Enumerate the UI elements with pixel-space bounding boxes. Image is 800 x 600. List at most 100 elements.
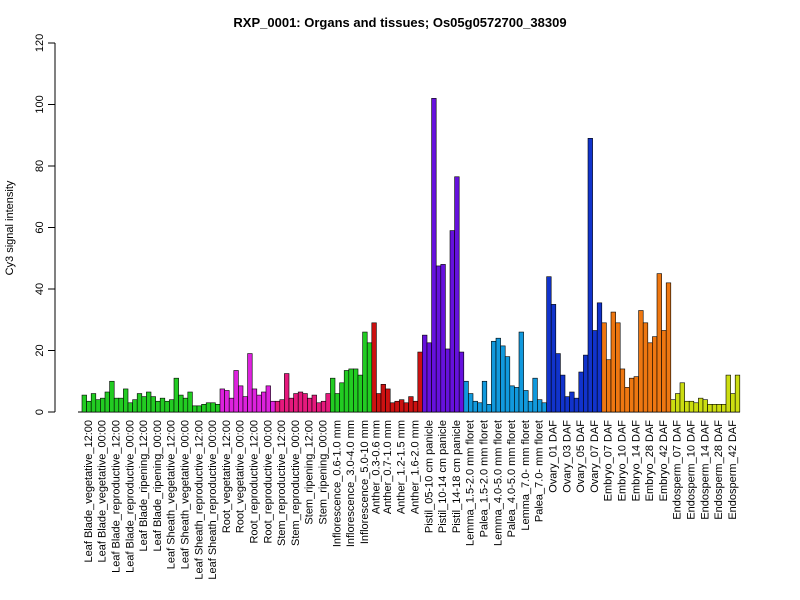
bar: [569, 391, 575, 413]
bar: [638, 310, 644, 413]
bar: [205, 402, 212, 413]
bar: [573, 397, 580, 413]
bar: [256, 394, 262, 413]
x-tick-label: Leaf Sheath_vegetative_00:00: [180, 420, 192, 569]
bar: [716, 404, 722, 413]
bar: [288, 397, 294, 413]
x-tick-label: Stem_ripening_12:00: [304, 420, 316, 525]
bar: [440, 264, 446, 413]
bar: [302, 393, 308, 413]
bar: [629, 377, 635, 413]
bar: [118, 397, 124, 413]
bar: [698, 397, 704, 413]
bar: [615, 322, 621, 413]
bar: [408, 396, 414, 413]
bar: [343, 370, 350, 413]
bar: [422, 334, 428, 413]
bar: [468, 393, 474, 413]
bar: [601, 322, 607, 413]
y-tick-label: 40: [34, 283, 46, 295]
bar: [339, 382, 345, 413]
x-tick-label: Anther_1.2-1.5 mm: [396, 420, 408, 514]
bar: [123, 388, 129, 413]
x-tick-label: Embryo_07 DAF: [603, 420, 615, 502]
bar: [173, 377, 179, 413]
bar: [109, 380, 115, 413]
bar: [353, 368, 359, 413]
bar: [426, 342, 432, 413]
y-tick-label: 0: [34, 409, 46, 415]
bar: [688, 400, 695, 413]
x-tick-label: Ovary_03 DAF: [561, 420, 573, 493]
bar: [661, 330, 667, 413]
x-tick-label: Leaf Blade_ripening_00:00: [152, 420, 164, 552]
x-tick-label: Anther_0.3-0.6 mm: [370, 420, 382, 514]
bar: [316, 402, 322, 413]
y-tick-label: 80: [34, 160, 46, 172]
x-tick-label: Ovary_05 DAF: [575, 420, 587, 493]
bar: [242, 396, 248, 413]
x-tick-label: Endosperm_10 DAF: [686, 420, 698, 520]
bar: [192, 405, 198, 413]
x-tick-label: Palea_7.0- mm floret: [534, 420, 546, 522]
bar: [311, 394, 317, 413]
x-tick-label: Palea_4.0-5.0 mm floret: [506, 420, 518, 537]
bar: [481, 380, 488, 413]
bar: [325, 393, 331, 413]
bar: [486, 404, 492, 413]
bar: [224, 390, 230, 413]
x-tick-label: Leaf Blade_reproductive_00:00: [124, 420, 136, 573]
bar: [550, 304, 557, 413]
bar: [656, 273, 662, 413]
x-tick-label: Endosperm_42 DAF: [727, 420, 739, 520]
bars: [81, 98, 741, 413]
bar: [684, 400, 690, 413]
x-tick-label: Root_reproductive_00:00: [262, 420, 274, 544]
chart-title: RXP_0001: Organs and tissues; Os05g05727…: [233, 15, 566, 30]
x-tick-label: Root_vegetative_12:00: [221, 420, 233, 533]
x-tick-label: Leaf Blade_vegetative_00:00: [97, 420, 109, 563]
bar: [182, 397, 189, 413]
x-tick-label: Endosperm_28 DAF: [713, 420, 725, 520]
bar: [583, 354, 589, 413]
bar: [546, 276, 552, 413]
bar: [376, 393, 382, 413]
bar: [279, 399, 285, 413]
x-tick-label: Pistil_05-10 cm panicle: [423, 420, 435, 533]
bar: [86, 400, 92, 413]
bar: [385, 388, 391, 413]
bar: [187, 391, 193, 413]
bar: [463, 380, 469, 413]
bar: [445, 348, 451, 413]
bar: [334, 393, 340, 413]
x-tick-label: Leaf Blade_ripening_12:00: [138, 420, 150, 552]
bar: [711, 404, 718, 413]
bar: [721, 404, 727, 413]
y-tick-label: 20: [34, 344, 46, 356]
x-tick-labels: Leaf Blade_vegetative_12:00 Leaf Blade_ve…: [83, 420, 739, 580]
bar: [399, 399, 405, 413]
bar: [596, 302, 603, 413]
bar: [619, 368, 626, 413]
bar: [219, 388, 225, 413]
bar: [652, 336, 658, 413]
bar: [164, 400, 170, 413]
x-tick-label: Root_vegetative_00:00: [235, 420, 247, 533]
bar: [141, 396, 147, 413]
x-tick-label: Pistil_14-18 cm panicle: [451, 420, 463, 533]
bar: [403, 402, 409, 413]
bar: [394, 400, 400, 413]
bar: [136, 393, 143, 413]
bar: [592, 330, 598, 413]
bar: [132, 399, 138, 413]
bar: [320, 400, 327, 413]
bar: [587, 138, 593, 413]
bar: [537, 399, 543, 413]
bar: [670, 399, 676, 413]
x-tick-label: Inflorescence_5.0-10 mm: [359, 420, 371, 544]
y-ticks: 0 20 40 60 80 100 120: [34, 34, 55, 415]
bar: [113, 397, 120, 413]
x-tick-label: Embryo_14 DAF: [630, 420, 642, 502]
x-tick-label: Ovary_07 DAF: [589, 420, 601, 493]
bar: [679, 382, 685, 413]
